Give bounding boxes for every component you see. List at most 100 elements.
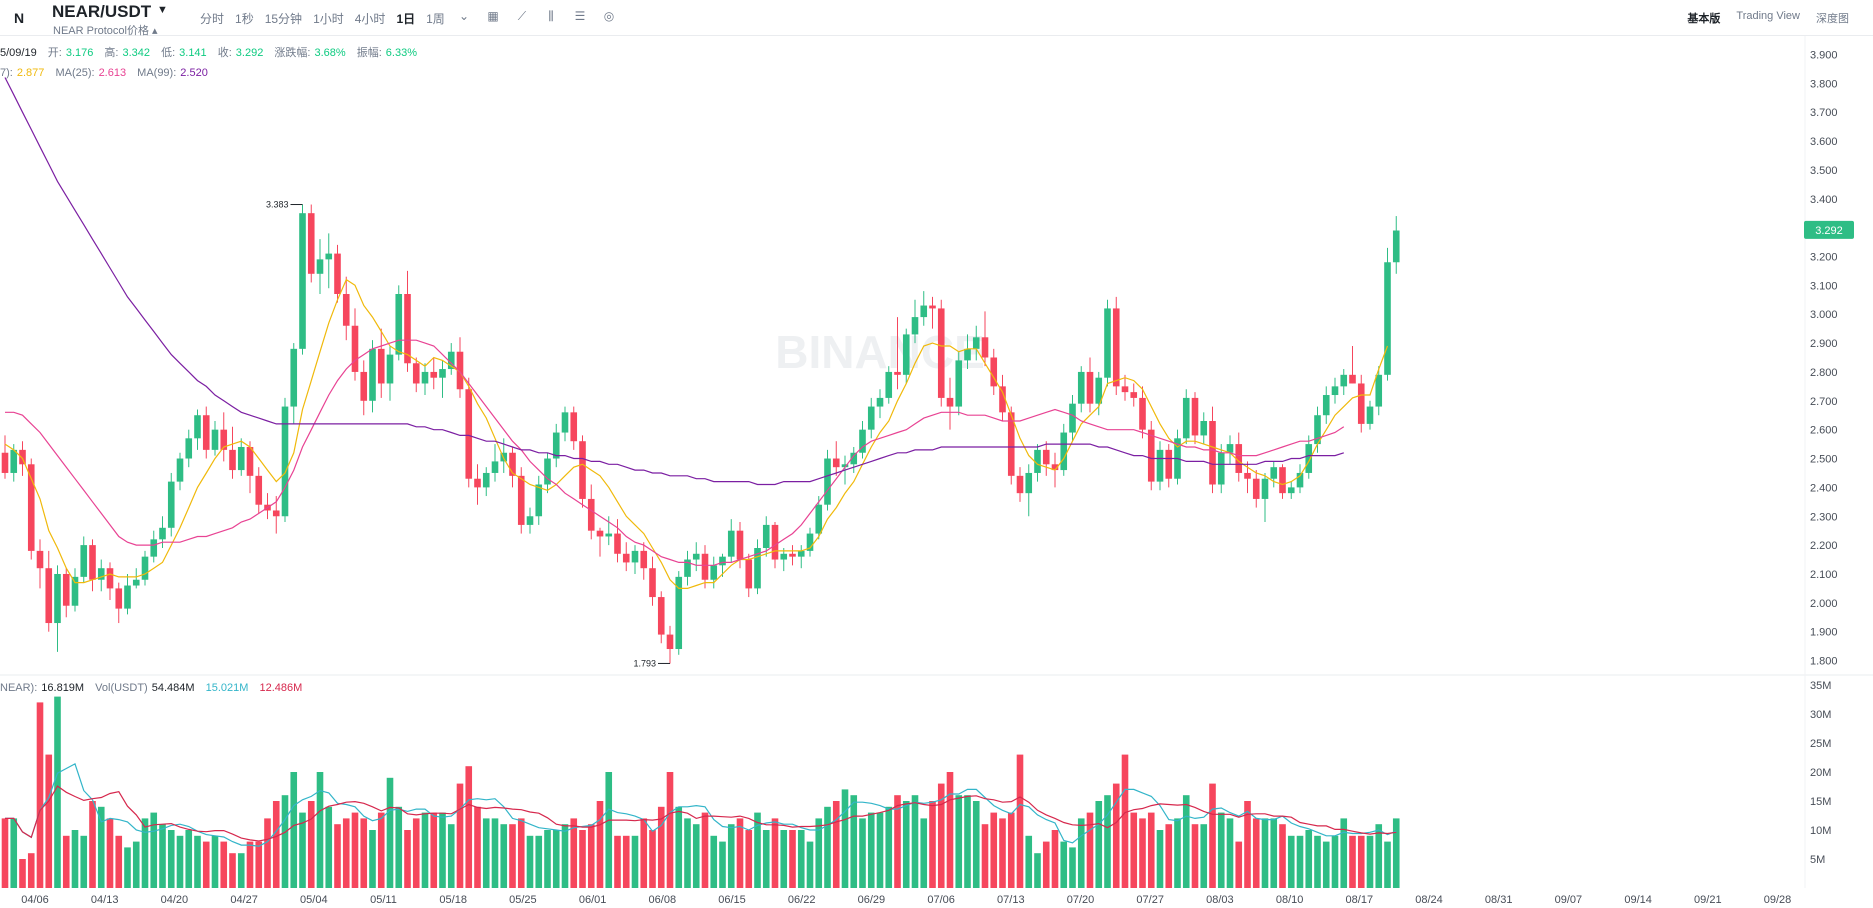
candle-body bbox=[1217, 452, 1225, 485]
candle-body bbox=[89, 545, 96, 580]
volume-bar bbox=[1051, 830, 1059, 888]
date-tick-label: 06/01 bbox=[579, 894, 607, 906]
volume-ma-lines bbox=[5, 763, 1397, 847]
volume-bar bbox=[736, 818, 744, 888]
candle-body bbox=[867, 406, 875, 430]
candle-body bbox=[771, 524, 779, 560]
price-tick-label: 2.600 bbox=[1810, 425, 1838, 437]
volume-tick-label: 20M bbox=[1810, 767, 1831, 779]
candle-body bbox=[1034, 449, 1041, 473]
volume-bar bbox=[649, 830, 656, 888]
volume-bar bbox=[229, 853, 236, 888]
volume-axis: 5M 10M 15M 20M 25M 30M 35M bbox=[1810, 680, 1831, 866]
volume-legend: NEAR): 16.819M Vol(USDT) 54.484M 15.021M 1… bbox=[0, 682, 303, 694]
interval-tab-15m[interactable]: 15分钟 bbox=[264, 12, 303, 26]
pair-subtitle[interactable]: NEAR Protocol价格 ▴ bbox=[53, 25, 158, 37]
volume-bar bbox=[552, 830, 560, 888]
chevron-down-icon[interactable]: ⌄ bbox=[458, 9, 470, 23]
candle-type-icon[interactable]: ⫼ bbox=[548, 9, 554, 23]
ma99-line bbox=[4, 77, 1344, 486]
pair-selector[interactable]: NEAR/USDT bbox=[52, 2, 152, 21]
candle-body bbox=[1261, 478, 1269, 499]
date-tick-label: 05/18 bbox=[439, 894, 467, 906]
candle-body bbox=[1357, 383, 1365, 424]
volume-bar bbox=[657, 806, 665, 888]
candle-body bbox=[990, 357, 998, 387]
volume-bar bbox=[325, 806, 333, 888]
volume-bar bbox=[237, 853, 245, 888]
high-value: 3.342 bbox=[122, 47, 151, 59]
volume-bar bbox=[1069, 847, 1076, 888]
volume-bar bbox=[1331, 835, 1339, 888]
candle-body bbox=[342, 294, 350, 326]
price-tick-label: 3.600 bbox=[1810, 136, 1838, 148]
chart-grid bbox=[0, 36, 1873, 888]
volume-bar bbox=[202, 841, 210, 888]
volume-bar bbox=[132, 841, 140, 888]
candle-body bbox=[1244, 472, 1251, 479]
interval-tab-1h[interactable]: 1小时 bbox=[313, 12, 344, 26]
volume-bar bbox=[1086, 812, 1094, 888]
candle-body bbox=[605, 533, 613, 537]
calendar-icon[interactable]: ▦ bbox=[487, 9, 499, 23]
candle-body bbox=[815, 504, 823, 534]
candle-body bbox=[421, 371, 429, 384]
candle-body bbox=[176, 458, 184, 482]
candle-body bbox=[167, 481, 175, 528]
volume-bar bbox=[1, 818, 9, 888]
volume-bar bbox=[360, 818, 368, 888]
amplitude-value: 6.33% bbox=[385, 47, 417, 59]
indicator-icon[interactable]: ⟋ bbox=[517, 9, 527, 23]
volume-bar bbox=[754, 812, 761, 888]
volume-bar bbox=[832, 801, 840, 888]
candle-body bbox=[964, 348, 971, 361]
volume-bar bbox=[1025, 835, 1033, 888]
interval-tab-time[interactable]: 分时 bbox=[200, 12, 225, 26]
candle-body bbox=[649, 568, 656, 598]
interval-tab-4h[interactable]: 4小时 bbox=[354, 12, 386, 26]
candle-body bbox=[1104, 308, 1111, 378]
candle-body bbox=[97, 568, 105, 580]
date-tick-label: 07/20 bbox=[1067, 894, 1095, 906]
caret-down-icon[interactable]: ▼ bbox=[157, 4, 168, 16]
interval-tab-1d[interactable]: 1日 bbox=[396, 12, 416, 26]
volume-bar bbox=[1314, 835, 1321, 888]
view-basic[interactable]: 基本版 bbox=[1687, 13, 1721, 25]
volume-bar bbox=[517, 818, 525, 888]
interval-tab-1s[interactable]: 1秒 bbox=[235, 12, 254, 26]
last-price-badge bbox=[1804, 220, 1854, 239]
interval-tab-1w[interactable]: 1周 bbox=[426, 12, 445, 26]
volume-bar bbox=[1287, 835, 1295, 888]
view-tradingview[interactable]: Trading View bbox=[1736, 10, 1800, 22]
candle-body bbox=[561, 412, 569, 433]
volume-bar bbox=[789, 830, 796, 888]
volume-bar bbox=[666, 772, 674, 888]
candle-body bbox=[876, 397, 884, 407]
candle-body bbox=[902, 334, 910, 375]
volume-bar bbox=[1209, 783, 1216, 888]
candle-body bbox=[1252, 478, 1260, 499]
view-depth[interactable]: 深度图 bbox=[1816, 13, 1849, 25]
target-icon[interactable]: ◎ bbox=[603, 9, 615, 23]
candle-body bbox=[272, 510, 280, 517]
date-tick-label: 04/13 bbox=[91, 894, 119, 906]
price-tick-label: 2.500 bbox=[1810, 454, 1838, 466]
volume-bar bbox=[1182, 795, 1190, 888]
candle-body bbox=[780, 553, 788, 560]
volume-bar bbox=[1121, 754, 1129, 888]
candle-body bbox=[474, 478, 481, 488]
settings-icon[interactable]: ☰ bbox=[574, 9, 586, 23]
volume-bar bbox=[535, 835, 543, 888]
volume-tick-label: 10M bbox=[1810, 825, 1831, 837]
candle-body bbox=[1051, 464, 1059, 471]
candle-body bbox=[1191, 397, 1199, 436]
candle-body bbox=[482, 472, 490, 488]
volume-bar bbox=[692, 824, 700, 888]
volume-bar bbox=[1147, 812, 1155, 888]
candle-body bbox=[185, 438, 193, 459]
volume-bar bbox=[482, 818, 490, 888]
candle-body bbox=[570, 412, 578, 442]
candle-body bbox=[1069, 403, 1076, 433]
candle-body bbox=[1235, 444, 1243, 473]
